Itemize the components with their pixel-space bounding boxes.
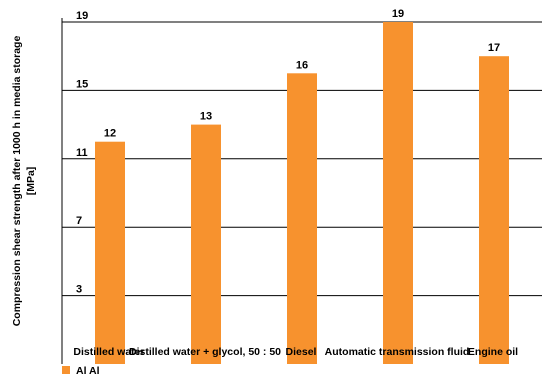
data-label: 17 <box>488 42 500 54</box>
bar-0 <box>95 141 125 364</box>
y-axis-label-line-2: [MPa] <box>25 167 37 196</box>
y-axis-label-line-1: Compression shear strength after 1000 h … <box>11 36 23 327</box>
bar-3 <box>383 22 413 364</box>
x-category-label: Distilled water + glycol, 50 : 50 <box>129 346 281 358</box>
y-tick-label: 7 <box>76 215 82 227</box>
x-category-label: Engine oil <box>468 346 518 358</box>
bar-4 <box>479 56 509 364</box>
y-tick-label: 11 <box>76 147 88 159</box>
data-label: 16 <box>296 59 308 71</box>
x-category-label: Diesel <box>286 346 317 358</box>
legend-label: Al Al <box>76 365 100 377</box>
y-tick-label: 19 <box>76 10 88 22</box>
data-label: 12 <box>104 128 116 140</box>
y-tick-label: 3 <box>76 284 82 296</box>
bar-2 <box>287 73 317 365</box>
data-label: 13 <box>200 111 212 123</box>
label-layer: 12 Distilled water 13 Distilled water + gly… <box>73 8 518 358</box>
data-label: 19 <box>392 8 404 20</box>
y-tick-label: 15 <box>76 78 88 90</box>
legend-swatch <box>62 366 70 374</box>
bar-layer <box>95 22 509 365</box>
x-category-label: Automatic transmission fluid <box>325 346 470 358</box>
x-category-label: Distilled water <box>73 346 144 358</box>
bar-1 <box>191 124 221 364</box>
